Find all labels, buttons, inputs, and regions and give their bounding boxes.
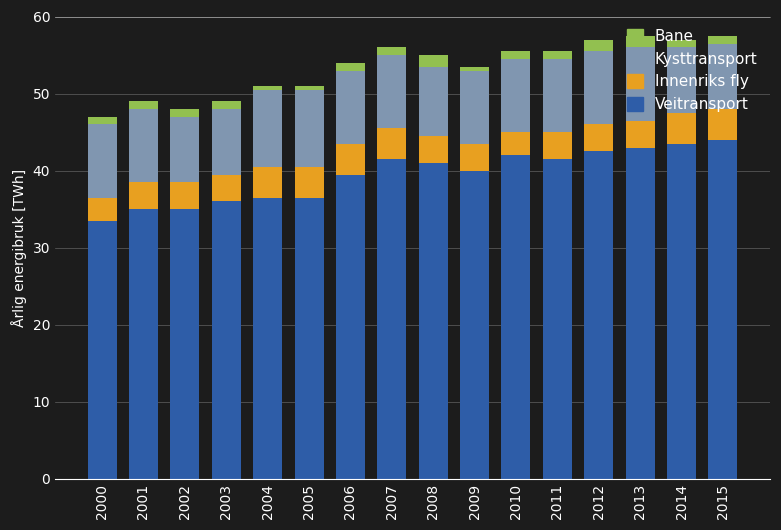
Bar: [170, 209, 199, 479]
Y-axis label: Årlig energibruk [TWh]: Årlig energibruk [TWh]: [11, 169, 27, 327]
Bar: [419, 55, 448, 67]
Bar: [460, 171, 489, 479]
Bar: [294, 198, 323, 479]
Bar: [543, 59, 572, 132]
Bar: [501, 155, 530, 479]
Bar: [543, 132, 572, 159]
Bar: [212, 109, 241, 174]
Bar: [377, 159, 406, 479]
Bar: [419, 136, 448, 163]
Bar: [170, 117, 199, 182]
Bar: [253, 90, 282, 167]
Bar: [501, 51, 530, 59]
Bar: [708, 109, 737, 140]
Bar: [87, 117, 116, 125]
Bar: [336, 144, 365, 174]
Bar: [626, 47, 654, 121]
Bar: [87, 198, 116, 220]
Bar: [584, 40, 613, 51]
Bar: [419, 67, 448, 136]
Bar: [584, 125, 613, 152]
Bar: [708, 36, 737, 43]
Bar: [294, 167, 323, 198]
Bar: [460, 70, 489, 144]
Legend: Bane, Kysttransport, Innenriks fly, Veitransport: Bane, Kysttransport, Innenriks fly, Veit…: [622, 24, 762, 117]
Bar: [667, 40, 696, 47]
Bar: [87, 125, 116, 198]
Bar: [543, 159, 572, 479]
Bar: [626, 36, 654, 47]
Bar: [501, 132, 530, 155]
Bar: [253, 86, 282, 90]
Bar: [626, 147, 654, 479]
Bar: [129, 209, 158, 479]
Bar: [377, 55, 406, 128]
Bar: [708, 43, 737, 109]
Bar: [377, 128, 406, 159]
Bar: [336, 63, 365, 70]
Bar: [377, 47, 406, 55]
Bar: [129, 109, 158, 182]
Bar: [460, 67, 489, 70]
Bar: [129, 182, 158, 209]
Bar: [336, 70, 365, 144]
Bar: [708, 140, 737, 479]
Bar: [626, 121, 654, 147]
Bar: [667, 113, 696, 144]
Bar: [543, 51, 572, 59]
Bar: [170, 109, 199, 117]
Bar: [419, 163, 448, 479]
Bar: [253, 167, 282, 198]
Bar: [294, 90, 323, 167]
Bar: [584, 51, 613, 125]
Bar: [667, 47, 696, 113]
Bar: [129, 101, 158, 109]
Bar: [667, 144, 696, 479]
Bar: [212, 101, 241, 109]
Bar: [336, 174, 365, 479]
Bar: [253, 198, 282, 479]
Bar: [294, 86, 323, 90]
Bar: [212, 174, 241, 201]
Bar: [584, 152, 613, 479]
Bar: [501, 59, 530, 132]
Bar: [460, 144, 489, 171]
Bar: [87, 220, 116, 479]
Bar: [212, 201, 241, 479]
Bar: [170, 182, 199, 209]
